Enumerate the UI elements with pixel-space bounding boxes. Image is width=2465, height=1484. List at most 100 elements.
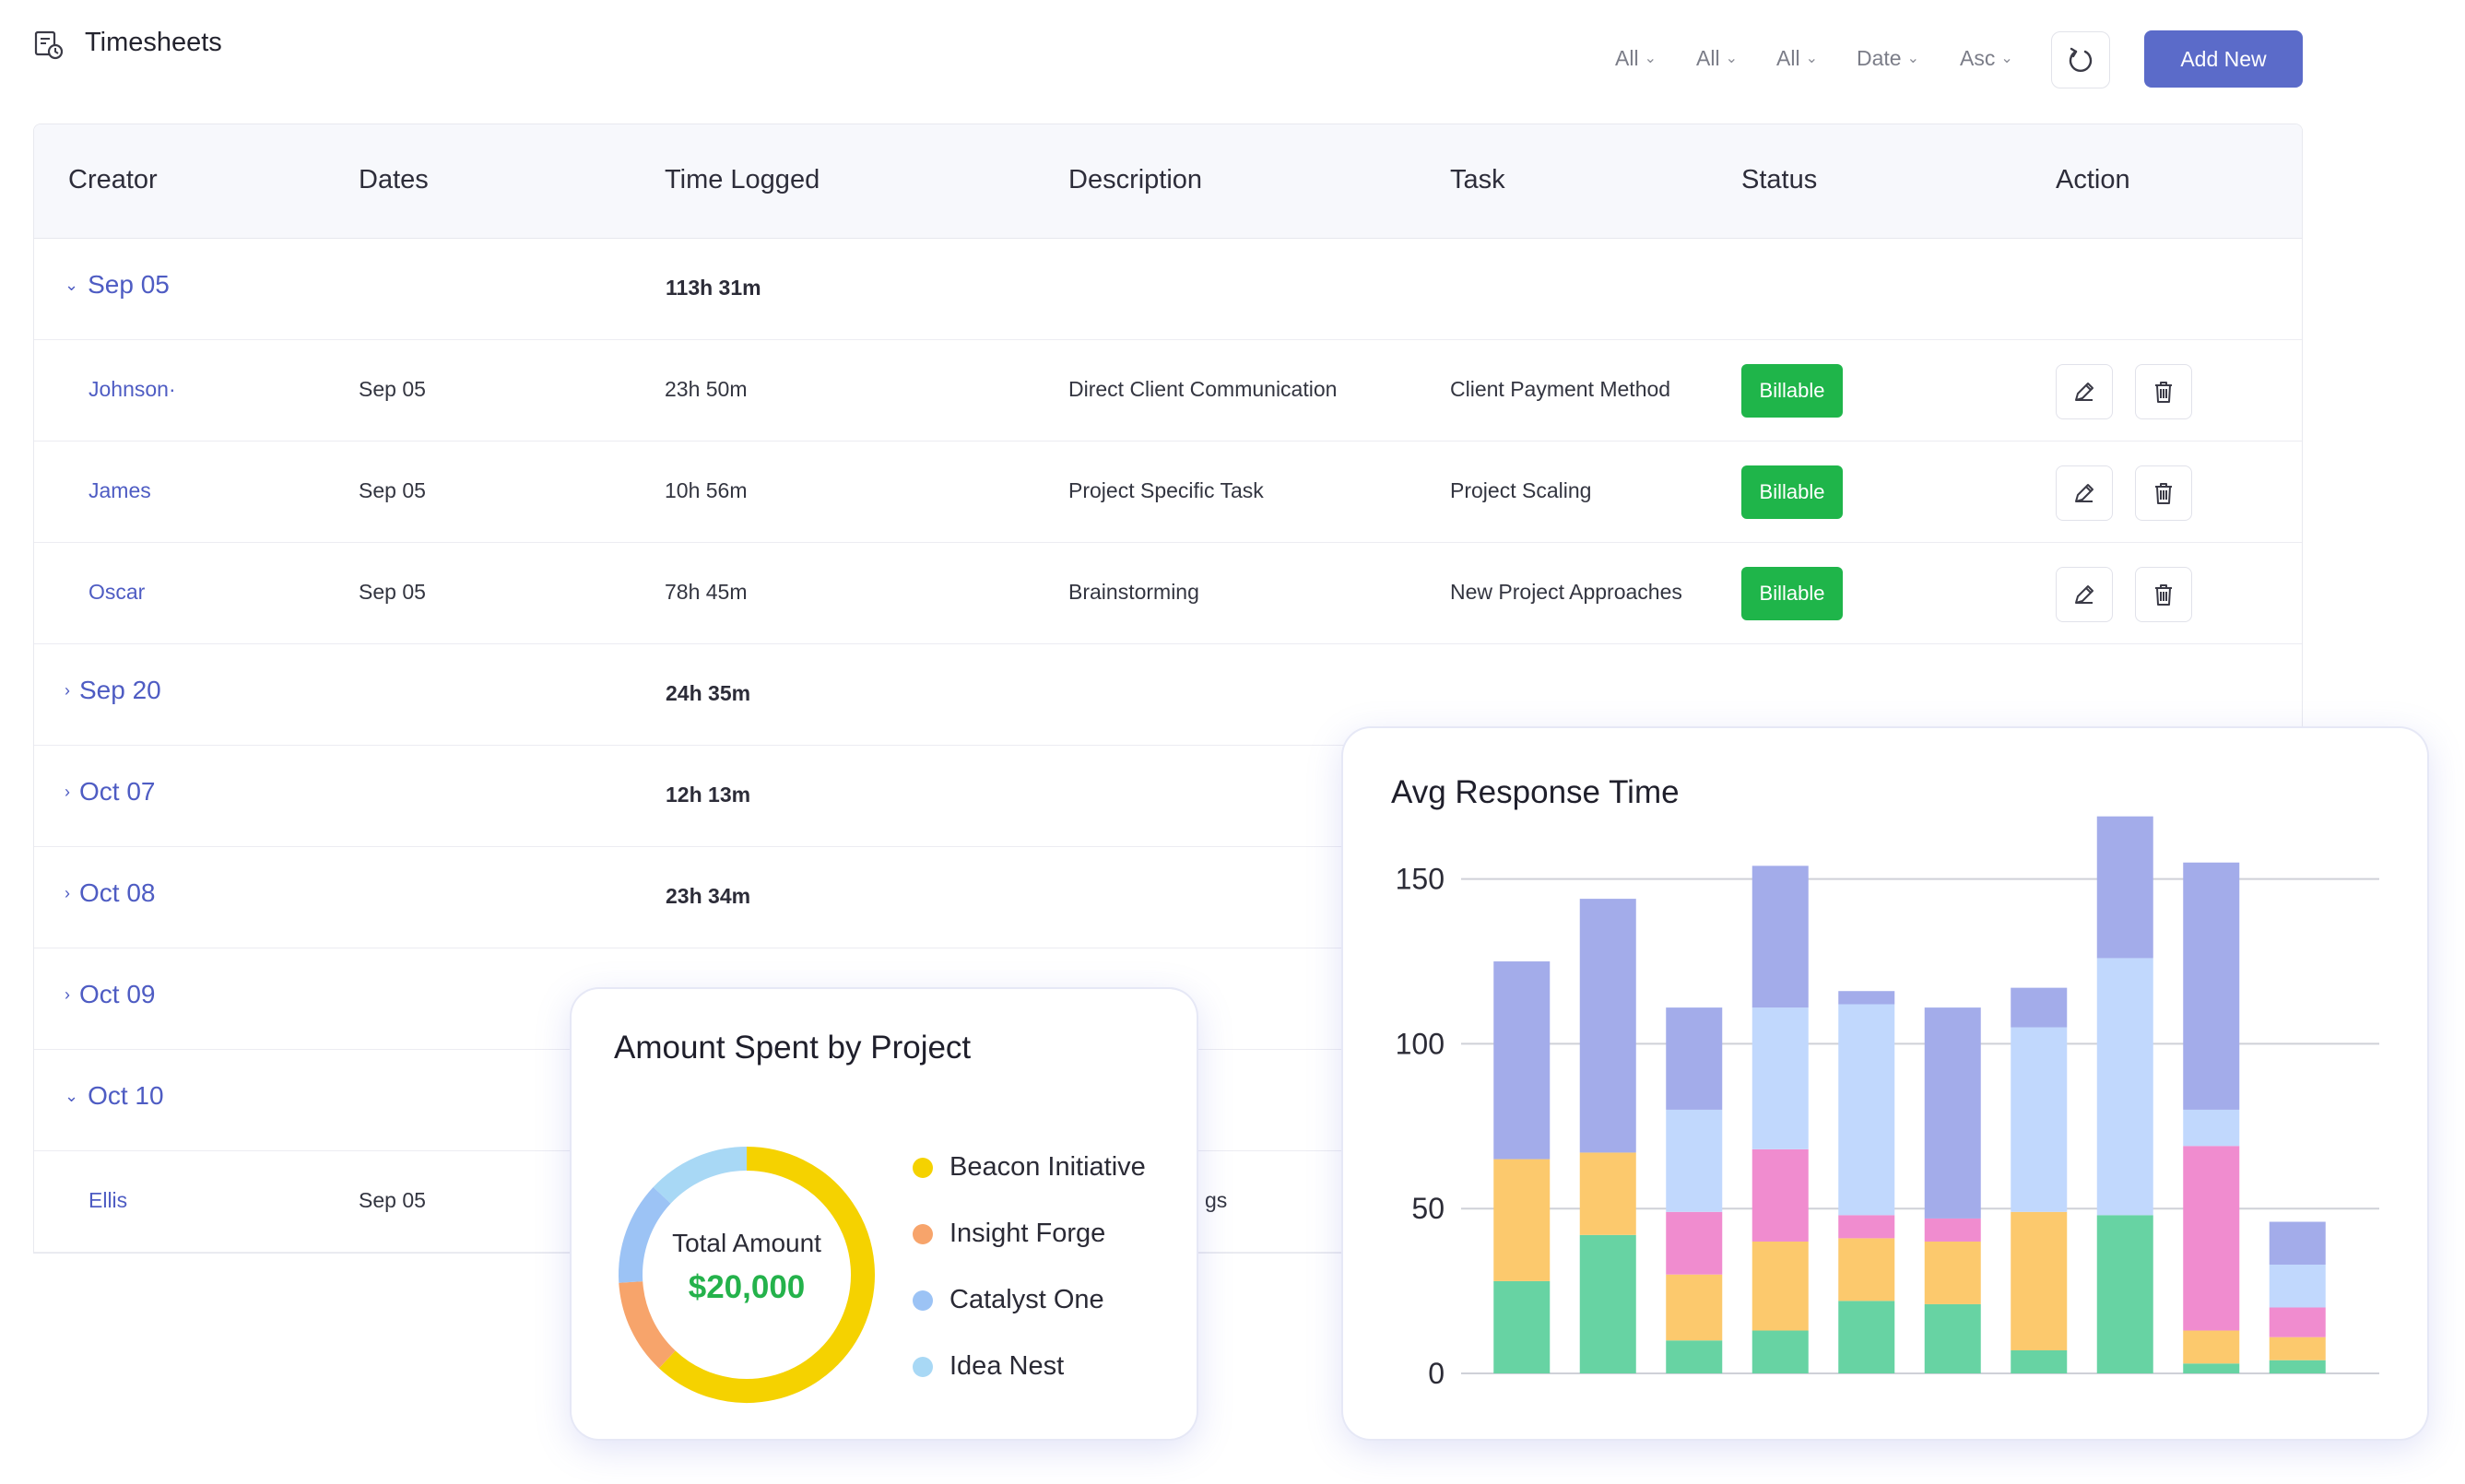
time-cell: 10h 56m (665, 478, 748, 502)
total-amount-label: Total Amount (672, 1229, 821, 1257)
table-row: Oscar Sep 05 78h 45m Brainstorming New P… (34, 543, 2302, 644)
bar-segment-9-3 (2183, 1146, 2240, 1331)
bar-segment-4-2 (1751, 1241, 1809, 1331)
bar-segment-6-3 (1924, 1218, 1981, 1242)
filter-dropdown-1[interactable]: All ⌄ (1615, 46, 1657, 71)
bar-segment-9-2 (2183, 1330, 2240, 1364)
donut-chart-svg (619, 1147, 875, 1403)
page-title: Timesheets (85, 28, 222, 57)
chevron-down-icon: ⌄ (1725, 50, 1738, 66)
group-toggle[interactable]: ⌄ Oct 10 (65, 1081, 164, 1111)
sort-order-dropdown[interactable]: Asc ⌄ (1960, 46, 2013, 71)
description-cell: gs (1205, 1188, 1228, 1212)
status-badge: Billable (1741, 465, 1843, 519)
bar-segment-10-4 (2269, 1265, 2326, 1308)
legend-dot (913, 1356, 933, 1377)
column-header-description[interactable]: Description (1068, 165, 1203, 194)
bar-segment-8-1 (2096, 1215, 2153, 1373)
legend-dot (913, 1157, 933, 1178)
bar-segment-5-4 (1838, 1004, 1895, 1216)
avg-response-time-card: Avg Response Time 0 50 100 150 (1343, 728, 2427, 1439)
chevron-right-icon: › (65, 883, 70, 902)
bar-segment-3-2 (1666, 1274, 1723, 1341)
group-toggle[interactable]: › Oct 08 (65, 878, 155, 908)
pencil-icon (2075, 484, 2093, 502)
donut-slice-idea-nest (653, 1147, 748, 1204)
pencil-icon (2075, 585, 2093, 604)
group-row[interactable]: ⌄ Sep 05 113h 31m (34, 239, 2302, 340)
group-date: Oct 07 (79, 777, 156, 806)
y-tick-label: 150 (1396, 863, 1445, 896)
date-cell: Sep 05 (359, 1188, 426, 1212)
group-total: 12h 13m (666, 783, 751, 807)
edit-button[interactable] (2056, 567, 2113, 622)
task-cell: Client Payment Method (1450, 377, 1671, 401)
status-badge: Billable (1741, 567, 1843, 620)
legend-dot (913, 1290, 933, 1311)
bar-segment-10-2 (2269, 1337, 2326, 1360)
creator-link[interactable]: Oscar (88, 580, 146, 604)
edit-button[interactable] (2056, 364, 2113, 419)
chevron-down-icon: ⌄ (1805, 50, 1818, 66)
bar-segment-1-5 (1493, 961, 1551, 1160)
legend-dot (913, 1223, 933, 1244)
legend-item: Idea Nest (913, 1351, 1064, 1382)
trash-icon (2155, 483, 2172, 504)
bar-segment-4-1 (1751, 1330, 1809, 1373)
bar-segment-5-5 (1838, 991, 1895, 1005)
group-date: Oct 10 (88, 1081, 164, 1110)
chevron-down-icon: ⌄ (2000, 50, 2013, 66)
group-toggle[interactable]: › Oct 09 (65, 980, 155, 1009)
delete-button[interactable] (2135, 465, 2192, 521)
bar-segment-10-5 (2269, 1221, 2326, 1265)
chevron-down-icon: ⌄ (65, 275, 79, 294)
bar-segment-9-5 (2183, 862, 2240, 1110)
bar-segment-5-1 (1838, 1301, 1895, 1373)
group-total: 113h 31m (666, 276, 761, 300)
y-tick-label: 100 (1396, 1027, 1445, 1060)
group-date: Oct 09 (79, 980, 156, 1008)
add-new-button[interactable]: Add New (2144, 30, 2303, 88)
description-cell: Brainstorming (1068, 580, 1199, 604)
filter-label: Date (1857, 46, 1902, 70)
legend-item: Catalyst One (913, 1285, 1104, 1315)
bar-segment-9-4 (2183, 1109, 2240, 1147)
refresh-button[interactable] (2051, 31, 2110, 88)
sort-field-dropdown[interactable]: Date ⌄ (1857, 46, 1919, 71)
bar-segment-7-1 (2011, 1349, 2068, 1373)
y-tick-label: 50 (1411, 1192, 1445, 1225)
creator-link[interactable]: James (88, 478, 151, 502)
bar-segment-6-5 (1924, 1007, 1981, 1219)
bar-segment-8-4 (2096, 958, 2153, 1216)
filter-dropdown-2[interactable]: All ⌄ (1696, 46, 1738, 71)
y-tick-label: 0 (1428, 1357, 1445, 1390)
group-date: Sep 05 (88, 270, 170, 299)
bar-segment-10-1 (2269, 1360, 2326, 1373)
description-cell: Direct Client Communication (1068, 377, 1338, 401)
column-header-creator[interactable]: Creator (68, 165, 158, 194)
pencil-icon (2075, 383, 2093, 401)
bar-segment-2-5 (1579, 899, 1636, 1153)
bar-segment-2-2 (1579, 1152, 1636, 1235)
creator-link[interactable]: Johnson· (88, 377, 176, 401)
legend-item: Insight Forge (913, 1219, 1105, 1249)
group-toggle[interactable]: › Oct 07 (65, 777, 155, 807)
filter-label: Asc (1960, 46, 1996, 70)
chevron-down-icon: ⌄ (1644, 50, 1657, 66)
donut-center: Total Amount $20,000 (608, 1229, 885, 1306)
group-toggle[interactable]: › Sep 20 (65, 676, 161, 705)
bar-segment-9-1 (2183, 1363, 2240, 1373)
creator-link[interactable]: Ellis (88, 1188, 128, 1212)
column-header-time-logged[interactable]: Time Logged (665, 165, 820, 194)
description-cell: Project Specific Task (1068, 478, 1264, 502)
group-toggle[interactable]: ⌄ Sep 05 (65, 270, 170, 300)
table-row: James Sep 05 10h 56m Project Specific Ta… (34, 442, 2302, 543)
column-header-status[interactable]: Status (1741, 165, 1818, 194)
delete-button[interactable] (2135, 364, 2192, 419)
edit-button[interactable] (2056, 465, 2113, 521)
column-header-dates[interactable]: Dates (359, 165, 429, 194)
delete-button[interactable] (2135, 567, 2192, 622)
filter-dropdown-3[interactable]: All ⌄ (1776, 46, 1818, 71)
column-header-task[interactable]: Task (1450, 165, 1505, 194)
bar-segment-10-3 (2269, 1307, 2326, 1337)
